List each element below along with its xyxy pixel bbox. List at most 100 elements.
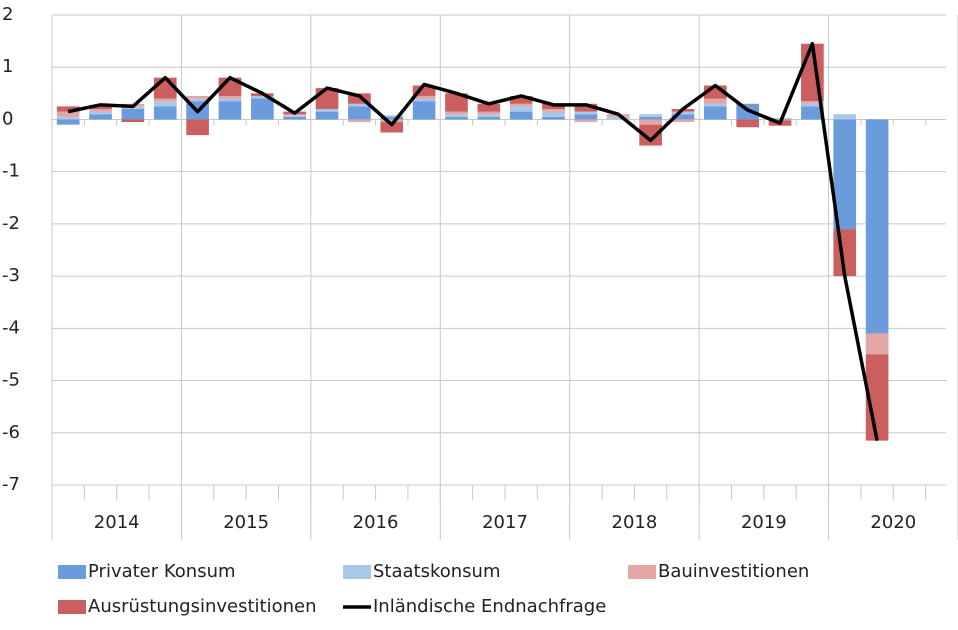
bar-segment (477, 114, 501, 117)
y-tick-label: -2 (2, 213, 20, 234)
y-tick-label: 2 (2, 4, 13, 25)
x-group-label: 2014 (94, 512, 140, 533)
x-group-label: 2016 (353, 512, 399, 533)
bar-segment (218, 95, 242, 99)
bar-segment (574, 111, 598, 115)
bar-segment (574, 119, 598, 123)
bar-segment (89, 114, 112, 120)
bar-segment (703, 98, 727, 104)
y-tick-label: -5 (2, 370, 20, 391)
bar-segment (801, 106, 824, 120)
bar-segment (56, 111, 80, 117)
bar-segment (186, 119, 209, 136)
bar-segment (574, 103, 598, 112)
bar-segment (639, 124, 662, 146)
bar-segment (801, 101, 824, 104)
bar-segment (477, 116, 501, 120)
bar-segment (736, 119, 760, 128)
y-tick-label: -4 (2, 317, 20, 338)
bar-segment (186, 95, 209, 99)
bar-segment (380, 115, 404, 117)
x-group-label: 2015 (223, 512, 269, 533)
bar-segment (542, 111, 565, 117)
bar-segment (509, 111, 533, 120)
bar-segment (250, 98, 274, 120)
y-tick-label: -1 (2, 161, 20, 182)
bar-segment (89, 106, 112, 109)
bar-segment (639, 116, 662, 120)
legend-label: Ausrüstungsinvestitionen (88, 596, 317, 617)
bar-segment (833, 114, 857, 120)
bar-segment (412, 95, 436, 99)
bar-segment (671, 114, 695, 120)
bar-segment (412, 101, 436, 120)
x-group-label: 2019 (741, 512, 787, 533)
y-tick-label: 0 (2, 108, 13, 129)
bar-segment (445, 111, 468, 115)
bar-segment (380, 122, 404, 133)
bar-segment (250, 95, 274, 99)
bar-segment (348, 103, 371, 107)
bar-segment (542, 116, 565, 120)
bar-segment (445, 114, 468, 117)
bar-segment (865, 333, 889, 355)
bar-segment (283, 116, 307, 120)
bar-segment (703, 103, 727, 107)
bar-segment (380, 116, 404, 120)
bar-segment (121, 109, 145, 120)
bar-segment (703, 106, 727, 120)
bar-segment (865, 119, 889, 334)
bar-segment (121, 119, 145, 123)
bar-segment (348, 106, 371, 120)
bar-segment (445, 116, 468, 120)
bar-segment (606, 116, 630, 120)
bar-segment (348, 93, 371, 104)
line (67, 41, 879, 441)
bar-segment (56, 116, 80, 120)
legend-label: Inländische Endnachfrage (373, 596, 606, 617)
bar-segment (542, 109, 565, 112)
bar-segment (412, 85, 436, 96)
bar-segment (833, 119, 857, 230)
bar-segment (348, 119, 371, 123)
bar-segment (477, 103, 501, 112)
bar-segment (509, 103, 533, 107)
bar-segment (509, 106, 533, 112)
y-tick-label: 1 (2, 56, 13, 77)
bar-segment (153, 101, 177, 107)
x-group-label: 2017 (482, 512, 528, 533)
bar-segment (509, 95, 533, 104)
bar-segment (186, 98, 209, 102)
bar-segment (315, 109, 339, 112)
legend-swatch (58, 600, 86, 614)
bar-segment (639, 114, 662, 117)
bar-segment (89, 109, 112, 112)
bar-segment (218, 98, 242, 102)
bar-segment (56, 106, 80, 112)
bar-segment (801, 103, 824, 107)
bar-segment (671, 119, 695, 123)
x-group-label: 2020 (870, 512, 916, 533)
legend-swatch (628, 565, 656, 579)
y-tick-label: -6 (2, 422, 20, 443)
bar-segment (671, 111, 695, 115)
bar-segment (574, 114, 598, 120)
bar-segment (315, 111, 339, 120)
bar-segment (380, 119, 404, 123)
bar-segment (153, 98, 177, 102)
legend-label: Bauinvestitionen (658, 561, 809, 582)
legend-swatch (58, 565, 86, 579)
y-tick-label: -7 (2, 474, 20, 495)
bar-segment (89, 111, 112, 115)
bar-segment (477, 111, 501, 115)
bar-segment (283, 115, 307, 117)
legend-swatch (343, 565, 371, 579)
legend-label: Privater Konsum (88, 561, 236, 582)
y-tick-label: -3 (2, 265, 20, 286)
bar-segment (639, 119, 662, 125)
bar-segment (412, 98, 436, 102)
x-group-label: 2018 (612, 512, 658, 533)
bar-segment (218, 101, 242, 120)
bar-segment (56, 119, 80, 125)
